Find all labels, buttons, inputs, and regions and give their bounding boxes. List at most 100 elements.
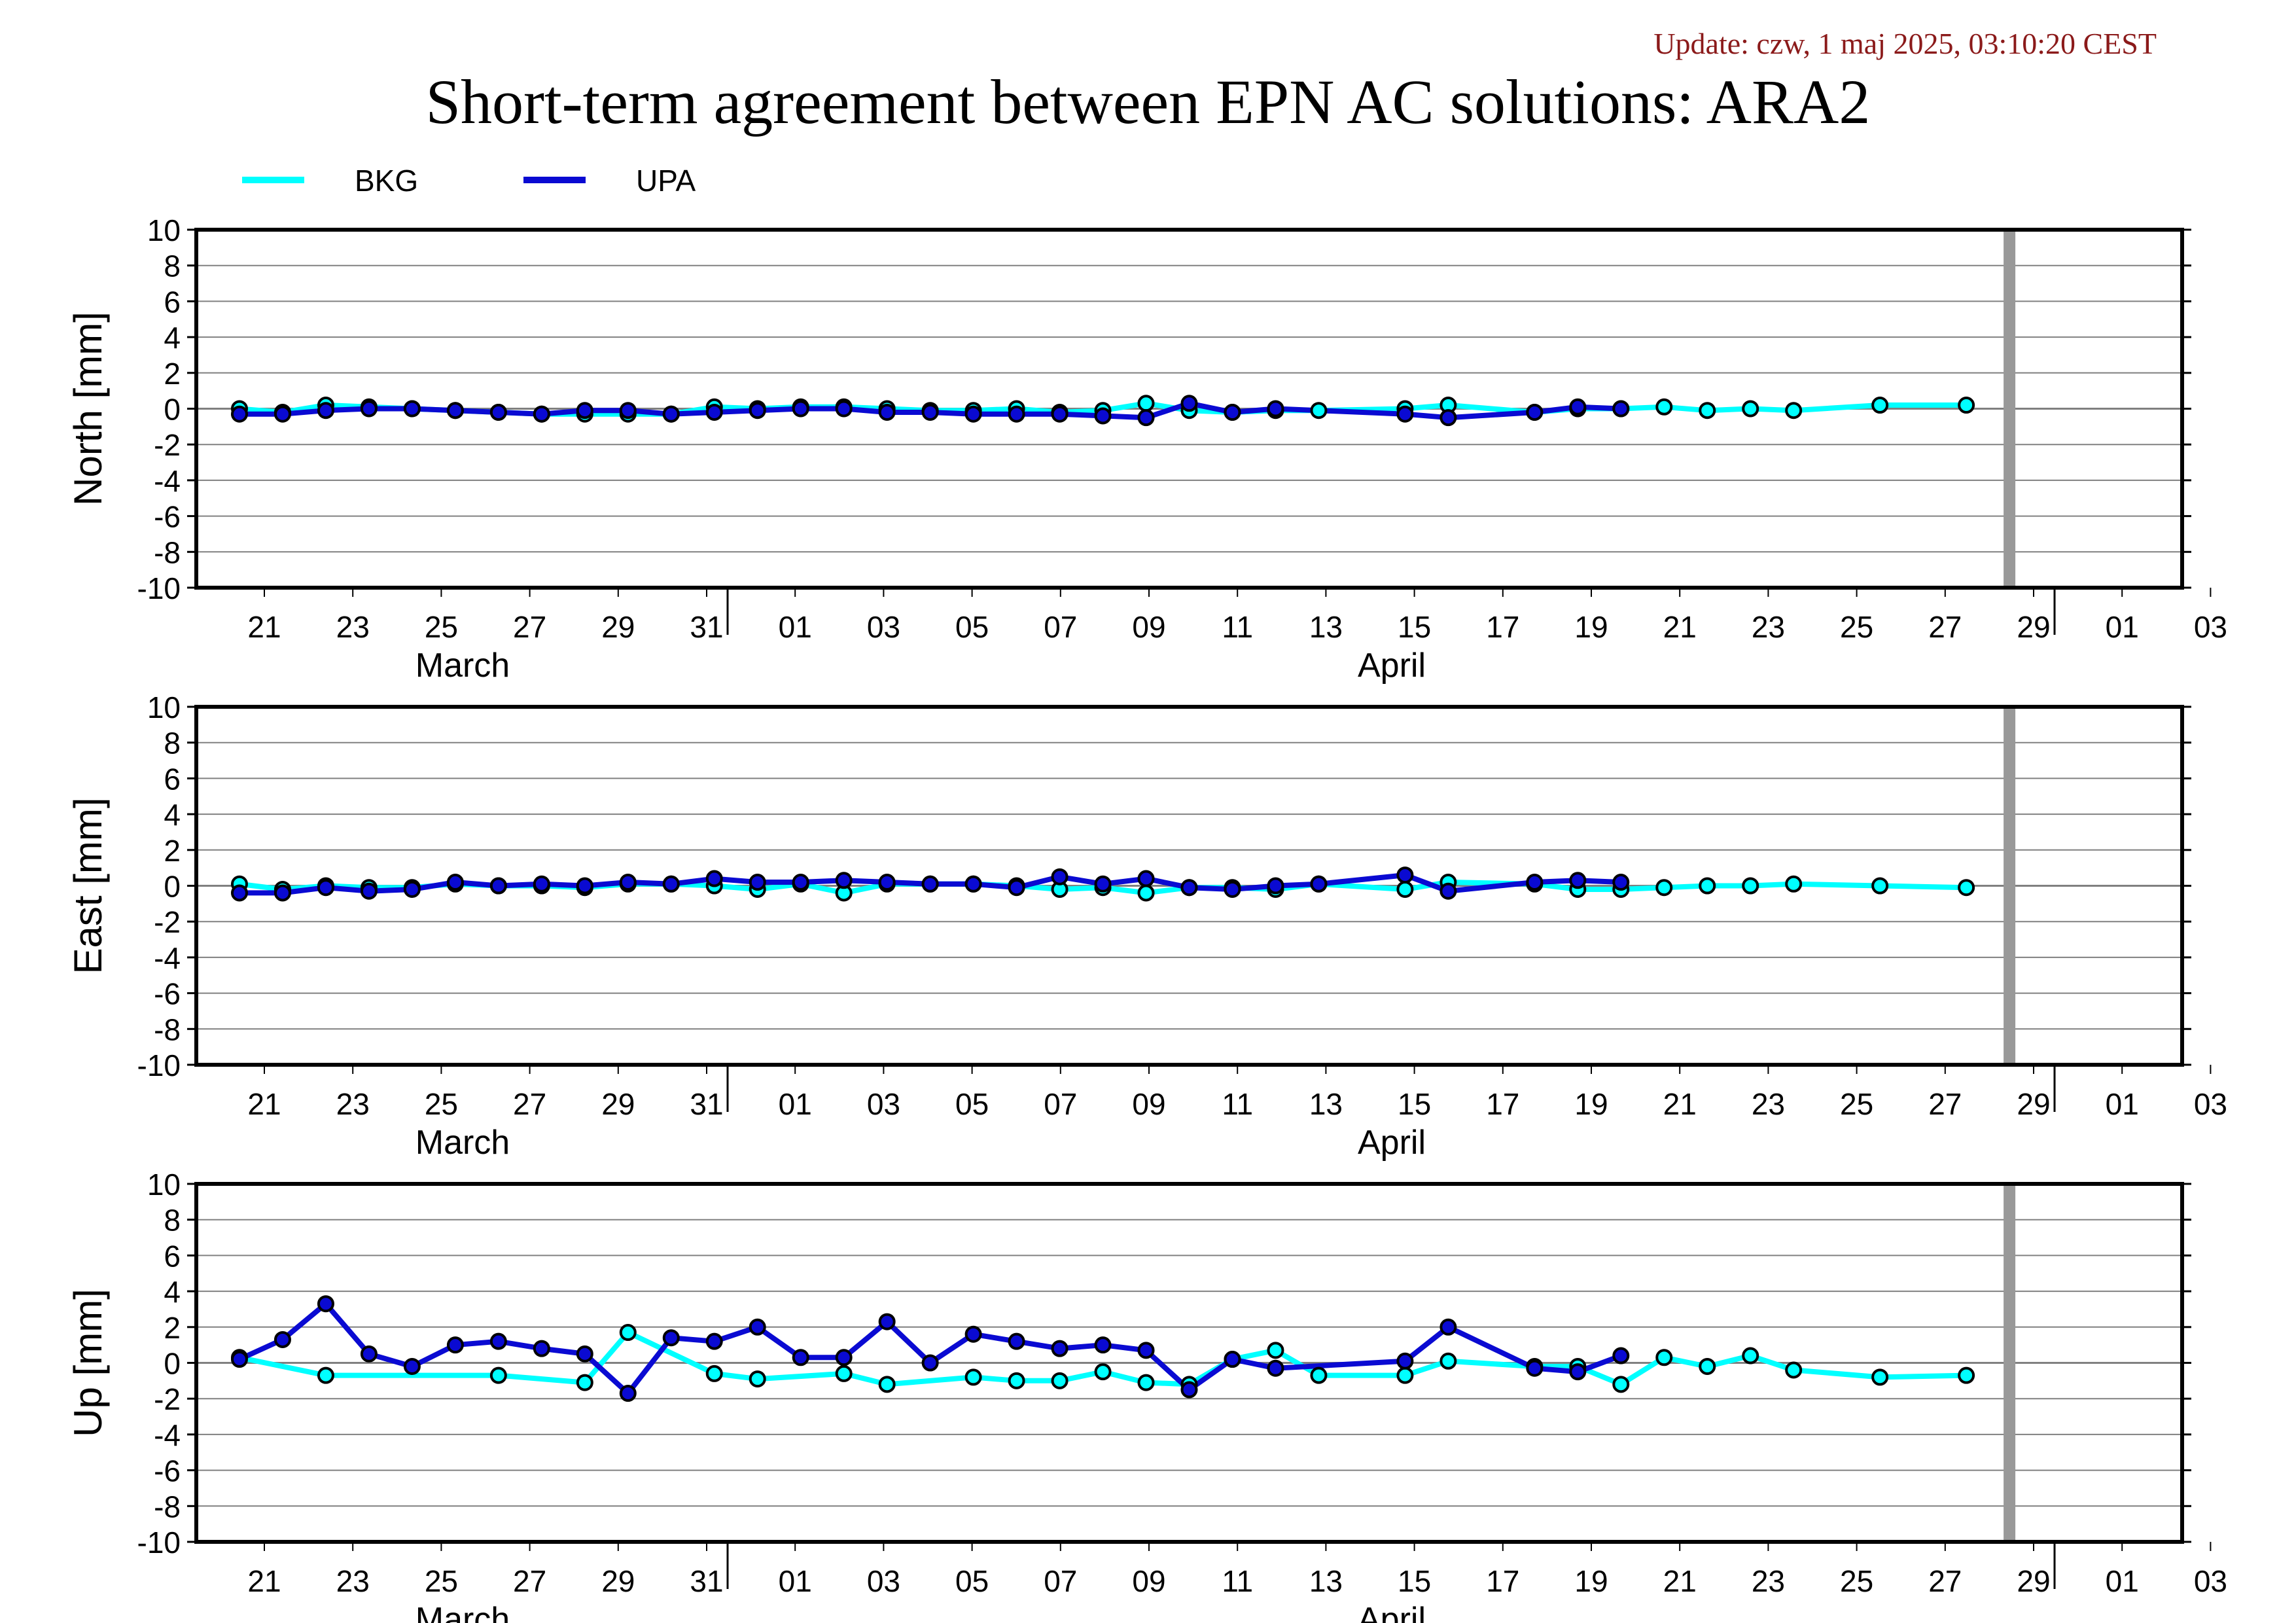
month-label: April	[1358, 1601, 1426, 1623]
data-point-upa	[1569, 398, 1587, 416]
y-tick-label: -10	[137, 1048, 181, 1082]
data-point-upa	[1180, 395, 1198, 412]
y-tick-label: 0	[164, 1347, 181, 1381]
data-point-upa	[619, 874, 637, 891]
x-tick-label: 11	[1222, 1087, 1253, 1121]
y-tick-label: 10	[147, 690, 181, 724]
x-tick-label: 17	[1486, 1564, 1519, 1598]
x-tick-label: 25	[425, 1564, 458, 1598]
y-axis-label: North [mm]	[66, 312, 110, 506]
data-point-upa	[317, 1295, 334, 1313]
data-point-bkg	[1785, 875, 1803, 893]
today-marker	[2004, 230, 2016, 588]
data-point-bkg	[1785, 402, 1803, 419]
x-tick-label: 15	[1398, 1087, 1431, 1121]
legend-label-bkg: BKG	[355, 164, 418, 198]
data-point-bkg	[1742, 400, 1759, 418]
data-point-bkg	[1655, 398, 1673, 416]
data-point-upa	[921, 403, 939, 421]
x-tick-label: 27	[513, 1087, 546, 1121]
data-point-bkg	[1699, 1357, 1716, 1375]
x-tick-label: 27	[1928, 1564, 1962, 1598]
plot-frame	[194, 705, 2184, 1067]
data-point-bkg	[1785, 1361, 1803, 1379]
y-tick-label: -10	[137, 571, 181, 605]
data-point-upa	[835, 1349, 853, 1366]
x-tick-label: 21	[247, 1564, 281, 1598]
data-point-upa	[1396, 405, 1414, 423]
data-point-bkg	[1051, 1372, 1069, 1389]
legend: BKG UPA	[242, 164, 696, 198]
data-point-upa	[1094, 875, 1112, 893]
x-tick-label: 29	[2017, 1087, 2050, 1121]
y-tick-label: -4	[154, 941, 181, 975]
x-tick-label: 07	[1044, 1564, 1077, 1598]
data-point-upa	[1569, 872, 1587, 889]
data-point-upa	[1439, 882, 1457, 900]
data-point-bkg	[1958, 879, 1975, 897]
x-tick-label: 23	[336, 1564, 370, 1598]
data-point-upa	[1224, 1351, 1241, 1368]
data-point-bkg	[1137, 395, 1155, 412]
data-point-upa	[1612, 1347, 1630, 1364]
data-point-upa	[792, 1349, 809, 1366]
data-point-bkg	[1742, 877, 1759, 895]
x-tick-label: 13	[1309, 1087, 1343, 1121]
data-point-upa	[1612, 400, 1630, 418]
data-point-upa	[1439, 1318, 1457, 1336]
data-point-bkg	[1871, 1368, 1889, 1386]
x-tick-label: 31	[690, 1564, 723, 1598]
data-point-bkg	[835, 1364, 853, 1382]
y-tick-label: 10	[147, 1168, 181, 1202]
y-tick-label: 6	[164, 285, 181, 319]
x-tick-label: 23	[336, 610, 370, 644]
data-point-bkg	[1871, 877, 1889, 895]
data-point-upa	[1439, 409, 1457, 427]
x-tick-label: 01	[779, 1564, 812, 1598]
x-tick-label: 21	[1663, 610, 1697, 644]
data-point-upa	[705, 1332, 723, 1350]
y-tick-label: -6	[154, 500, 181, 534]
data-point-bkg	[705, 1364, 723, 1382]
y-axis-label: Up [mm]	[66, 1289, 110, 1437]
x-tick-label: 09	[1132, 1564, 1165, 1598]
data-point-bkg	[1612, 1376, 1630, 1393]
data-point-upa	[1526, 1359, 1544, 1377]
x-tick-label: 21	[1663, 1087, 1697, 1121]
data-point-upa	[662, 875, 680, 893]
y-tick-label: 2	[164, 834, 181, 868]
data-point-upa	[1224, 880, 1241, 898]
data-point-upa	[403, 400, 421, 418]
data-point-upa	[360, 1345, 378, 1363]
y-tick-label: 2	[164, 1311, 181, 1345]
y-tick-label: -6	[154, 1454, 181, 1488]
data-point-upa	[619, 402, 637, 419]
chart-title: Short-term agreement between EPN AC solu…	[425, 67, 1871, 137]
y-tick-label: 8	[164, 726, 181, 760]
data-point-upa	[705, 403, 723, 421]
y-tick-label: -4	[154, 464, 181, 498]
data-point-upa	[230, 884, 248, 902]
data-point-upa	[576, 877, 593, 895]
data-point-upa	[792, 400, 809, 418]
y-tick-label: 6	[164, 1239, 181, 1273]
y-axis-label: East [mm]	[66, 797, 110, 974]
x-tick-label: 21	[247, 610, 281, 644]
x-tick-label: 01	[779, 1087, 812, 1121]
data-point-bkg	[1396, 1366, 1414, 1384]
x-tick-label: 09	[1132, 1087, 1165, 1121]
x-tick-label: 15	[1398, 1564, 1431, 1598]
x-tick-label: 23	[1752, 1564, 1785, 1598]
data-point-upa	[1094, 407, 1112, 425]
x-tick-label: 03	[2194, 1087, 2227, 1121]
data-point-upa	[1180, 879, 1198, 897]
y-tick-label: 4	[164, 1275, 181, 1309]
data-point-upa	[1526, 874, 1544, 891]
x-tick-label: 03	[2194, 1564, 2227, 1598]
data-point-bkg	[1137, 884, 1155, 902]
data-point-upa	[230, 1351, 248, 1368]
x-tick-label: 01	[2106, 1564, 2139, 1598]
